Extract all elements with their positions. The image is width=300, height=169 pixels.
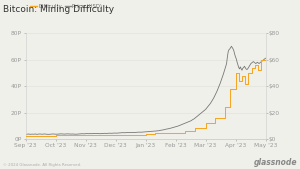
Text: © 2024 Glassnode. All Rights Reserved.: © 2024 Glassnode. All Rights Reserved. xyxy=(3,163,81,167)
Legend: Difficulty, Price (USD): Difficulty, Price (USD) xyxy=(28,2,105,11)
Text: Bitcoin: Mining Difficulty: Bitcoin: Mining Difficulty xyxy=(3,5,114,14)
Text: glassnode: glassnode xyxy=(254,158,297,167)
